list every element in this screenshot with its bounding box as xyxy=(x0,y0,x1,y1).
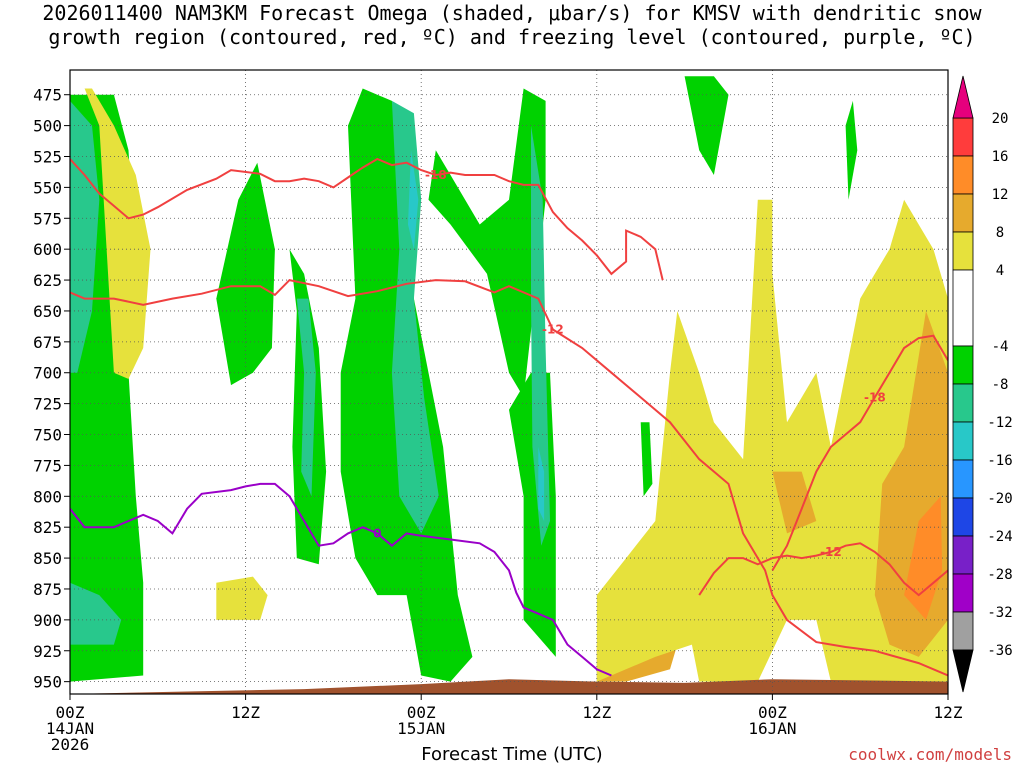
y-tick-label: 650 xyxy=(33,302,62,321)
y-tick-label: 550 xyxy=(33,178,62,197)
y-tick-label: 725 xyxy=(33,395,62,414)
colorbar-segment-6 xyxy=(952,383,974,423)
colorbar-segment-1 xyxy=(952,155,974,195)
x-tick-label: 16JAN xyxy=(748,719,796,738)
omega-region-3 xyxy=(84,88,151,379)
x-tick-label: 14JAN xyxy=(46,719,94,738)
y-tick-label: 600 xyxy=(33,240,62,259)
x-tick-label: 00Z xyxy=(758,703,787,722)
omega-region-14 xyxy=(655,76,729,175)
contour-line-3 xyxy=(771,334,948,571)
colorbar-segment-7 xyxy=(952,421,974,461)
y-tick-label: 700 xyxy=(33,364,62,383)
colorbar-segment-2 xyxy=(952,193,974,233)
colorbar-segment-5 xyxy=(952,345,974,385)
colorbar-label: -4 xyxy=(992,339,1009,355)
y-tick-label: 500 xyxy=(33,117,62,136)
colorbar-label: -24 xyxy=(987,529,1012,545)
omega-region-8 xyxy=(391,100,439,534)
x-axis-label: Forecast Time (UTC) xyxy=(421,744,603,765)
colorbar-label: 16 xyxy=(992,149,1009,165)
omega-region-19 xyxy=(596,199,948,682)
y-tick-label: 750 xyxy=(33,426,62,445)
y-tick-label: 625 xyxy=(33,271,62,290)
colorbar-label: 12 xyxy=(992,187,1009,203)
x-tick-label: 15JAN xyxy=(397,719,445,738)
credit-text: coolwx.com/models xyxy=(848,745,1012,764)
y-tick-label: 825 xyxy=(33,518,62,537)
colorbar-label: -20 xyxy=(987,491,1012,507)
colorbar-segment-4 xyxy=(952,269,974,347)
omega-region-2 xyxy=(70,582,122,645)
chart-title-line-2: growth region (contoured, red, ºC) and f… xyxy=(48,25,976,49)
colorbar-label: -28 xyxy=(987,567,1012,583)
colorbar-label: -36 xyxy=(987,643,1012,659)
omega-region-10 xyxy=(428,88,546,398)
colorbar-label: -12 xyxy=(987,415,1012,431)
terrain-strip xyxy=(70,679,948,694)
omega-region-23 xyxy=(772,471,817,534)
y-tick-label: 675 xyxy=(33,333,62,352)
y-tick-label: 875 xyxy=(33,580,62,599)
omega-region-1 xyxy=(70,100,100,373)
y-tick-label: 900 xyxy=(33,611,62,630)
contour-label-4: 0 xyxy=(373,526,381,540)
contour-line-0 xyxy=(70,157,664,281)
omega-region-15 xyxy=(845,100,858,200)
colorbar-segment-12 xyxy=(952,611,974,651)
x-tick-label: 00Z xyxy=(56,703,85,722)
x-tick-label: 00Z xyxy=(407,703,436,722)
colorbar-segment-3 xyxy=(952,231,974,271)
colorbar-label: 20 xyxy=(992,111,1009,127)
y-tick-label: 800 xyxy=(33,487,62,506)
chart-title-line-1: 2026011400 NAM3KM Forecast Omega (shaded… xyxy=(42,1,982,25)
y-tick-label: 525 xyxy=(33,147,62,166)
omega-region-9 xyxy=(408,150,419,250)
colorbar-label: 4 xyxy=(996,263,1004,279)
x-tick-label: 12Z xyxy=(231,703,260,722)
contour-line-2 xyxy=(698,542,948,597)
colorbar-label: -16 xyxy=(987,453,1012,469)
colorbar-label: -32 xyxy=(987,605,1012,621)
contour-label-0: -18 xyxy=(425,168,447,182)
colorbar-bottom-triangle xyxy=(952,649,974,693)
omega-region-20 xyxy=(216,576,268,620)
y-tick-label: 775 xyxy=(33,456,62,475)
y-tick-label: 575 xyxy=(33,209,62,228)
colorbar-top-triangle xyxy=(952,75,974,119)
plot-frame xyxy=(69,69,949,695)
x-tick-label: 2026 xyxy=(51,735,90,754)
contour-label-3: -18 xyxy=(864,390,886,404)
y-tick-label: 925 xyxy=(33,642,62,661)
contour-line-1 xyxy=(70,279,948,677)
y-tick-label: 850 xyxy=(33,549,62,568)
colorbar-segment-0 xyxy=(952,117,974,157)
x-tick-label: 12Z xyxy=(934,703,963,722)
colorbar-label: 8 xyxy=(996,225,1004,241)
contour-label-1: -12 xyxy=(542,322,564,336)
omega-region-22 xyxy=(904,496,943,620)
colorbar-segment-8 xyxy=(952,459,974,499)
colorbar-segment-9 xyxy=(952,497,974,537)
colorbar-segment-10 xyxy=(952,535,974,575)
omega-region-16 xyxy=(640,422,653,497)
colorbar-label: -8 xyxy=(992,377,1009,393)
contour-label-2: -12 xyxy=(820,545,842,559)
x-tick-label: 12Z xyxy=(582,703,611,722)
y-tick-label: 475 xyxy=(33,86,62,105)
omega-region-4 xyxy=(216,162,275,386)
y-tick-label: 950 xyxy=(33,673,62,692)
colorbar-segment-11 xyxy=(952,573,974,613)
contour-line-4 xyxy=(70,482,612,677)
omega-region-6 xyxy=(296,298,316,497)
omega-region-12 xyxy=(531,125,550,546)
